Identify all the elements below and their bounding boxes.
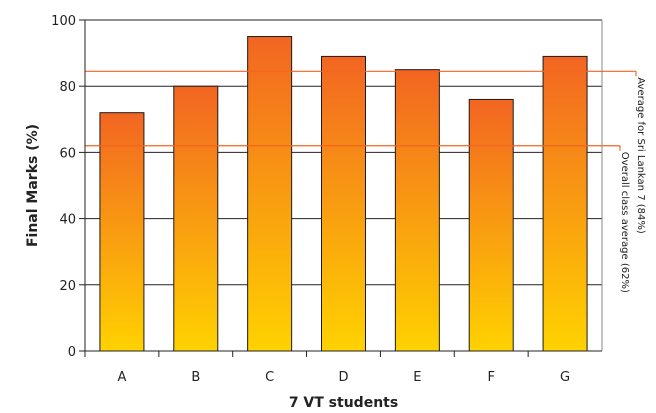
x-tick-label: C	[265, 370, 274, 385]
y-tick-label: 40	[59, 213, 76, 228]
y-tick-labels: 0 20 40 60 80 100	[51, 14, 85, 360]
reference-line-label: Average for Sri Lankan 7 (84%)	[635, 77, 646, 234]
bar-e	[394, 69, 440, 352]
y-tick-label: 0	[68, 345, 76, 360]
x-tick-label: F	[487, 370, 494, 385]
reference-lines: Average for Sri Lankan 7 (84%) Overall cl…	[85, 70, 646, 293]
y-tick-label: 80	[59, 80, 76, 95]
bar-g	[542, 55, 588, 352]
bar-b	[173, 85, 219, 352]
x-tick-labels: A B C D E F G	[117, 351, 570, 385]
bar-d	[321, 55, 366, 352]
x-tick-label: G	[560, 370, 570, 385]
y-tick-label: 20	[59, 279, 76, 294]
bars	[99, 36, 588, 352]
reference-line-label: Overall class average (62%)	[619, 152, 630, 293]
bar-c	[247, 36, 293, 352]
x-axis-title: 7 VT students	[289, 395, 398, 411]
y-tick-label: 100	[51, 14, 76, 29]
x-tick-label: A	[117, 370, 126, 385]
x-tick-label: B	[191, 370, 200, 385]
y-tick-label: 60	[59, 146, 76, 161]
x-tick-label: D	[338, 370, 348, 385]
axes	[84, 20, 603, 357]
y-axis-title: Final Marks (%)	[25, 124, 41, 247]
x-tick-label: E	[413, 370, 421, 385]
bar-a	[99, 112, 145, 352]
bar-f	[468, 98, 514, 352]
